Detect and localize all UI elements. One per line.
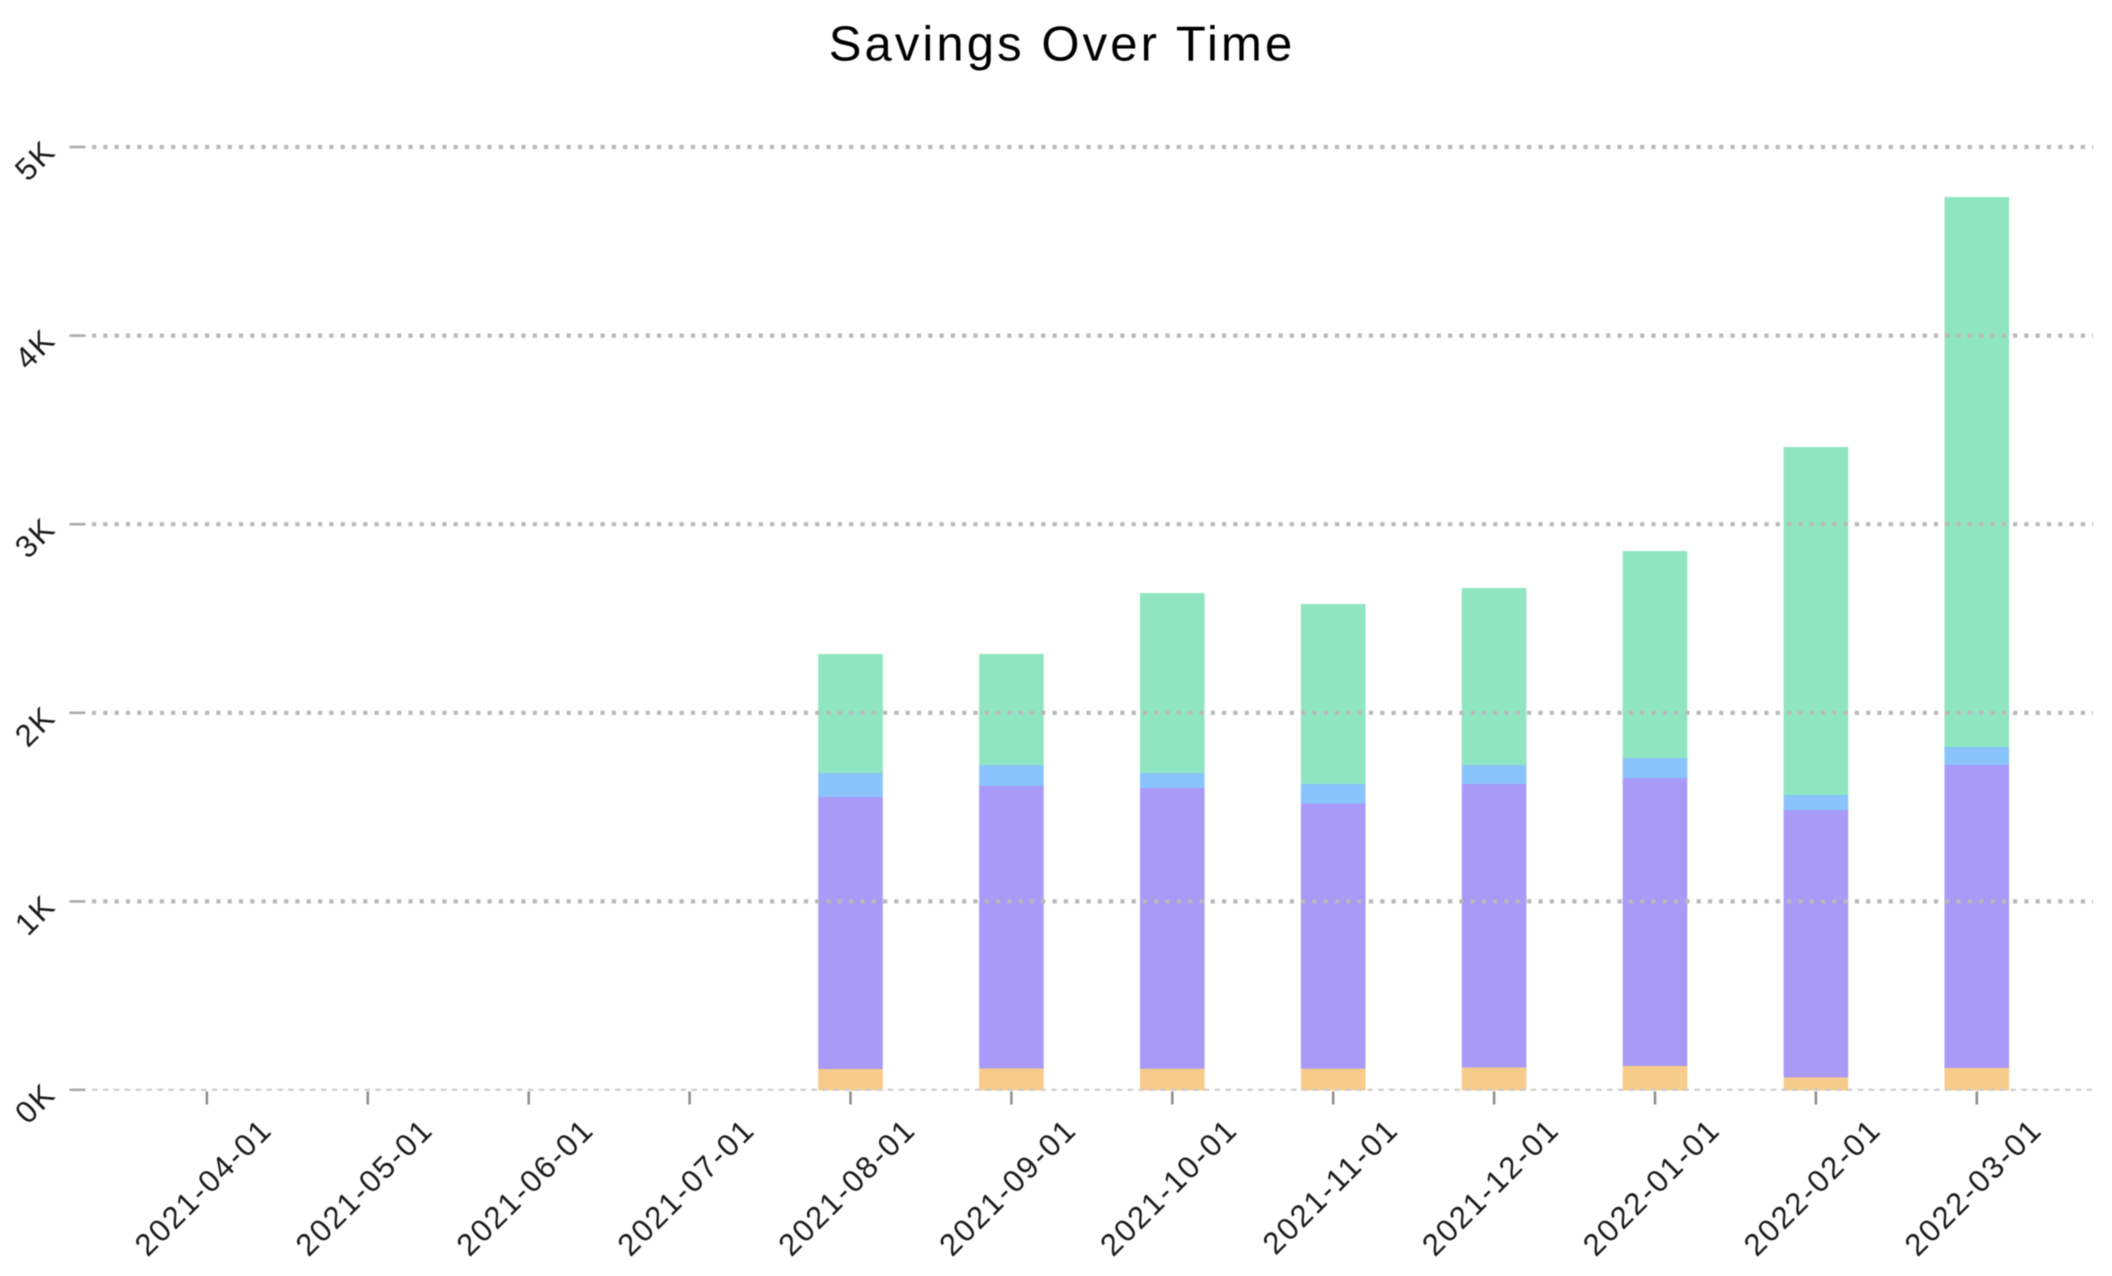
svg-text:Savings Over Time: Savings Over Time — [829, 18, 1296, 72]
